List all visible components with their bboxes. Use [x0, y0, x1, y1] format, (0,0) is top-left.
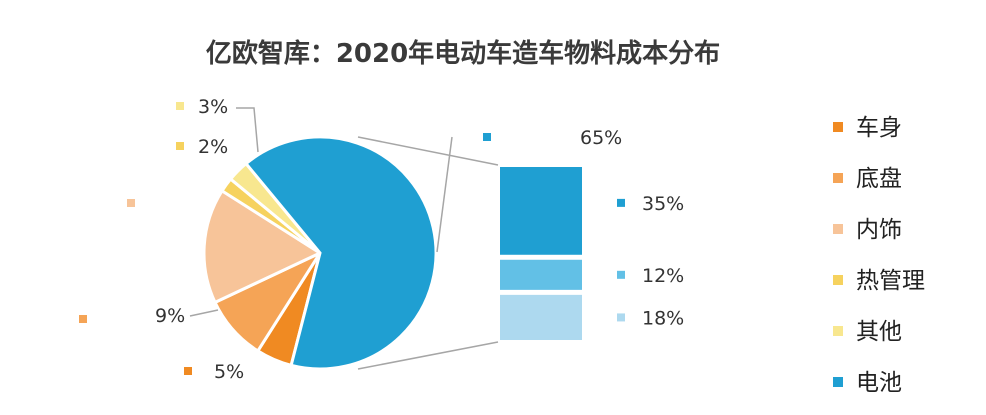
- breakdown-segment-1: [500, 167, 582, 255]
- label-marker-5: [176, 102, 184, 110]
- pie-slice-6: [243, 135, 438, 371]
- breakdown-bar: [500, 167, 582, 340]
- legend-swatch-5: [833, 326, 843, 336]
- legend-swatch-3: [833, 224, 843, 234]
- connector-top: [357, 136, 499, 166]
- label-marker-2: [79, 315, 87, 323]
- legend-swatch-1: [833, 122, 843, 132]
- connector-lines: [357, 136, 499, 370]
- leader-line-5: [236, 107, 259, 153]
- data-label-2: 9%: [155, 305, 185, 327]
- label-marker-3: [127, 199, 135, 207]
- legend-label-5: 其他: [856, 319, 902, 345]
- legend-label-2: 底盘: [856, 166, 902, 192]
- breakdown-label-1: 35%: [642, 193, 684, 215]
- label-marker-6: [483, 133, 491, 141]
- breakdown-marker-2: [617, 270, 625, 279]
- breakdown-marker-1: [617, 198, 625, 207]
- legend-label-4: 热管理: [856, 268, 925, 294]
- breakdown-label-3: 18%: [642, 307, 684, 329]
- breakdown-segment-3: [500, 294, 582, 340]
- legend-swatch-4: [833, 275, 843, 285]
- chart-title: 亿欧智库：2020年电动车造车物料成本分布: [206, 38, 720, 69]
- leader-line-6: [436, 136, 453, 253]
- breakdown-label-2: 12%: [642, 265, 684, 287]
- pie-slice-3: [202, 188, 324, 305]
- data-label-5: 3%: [198, 96, 228, 118]
- leader-line-2: [189, 309, 219, 317]
- legend-label-1: 车身: [856, 115, 902, 141]
- pie: [202, 135, 438, 371]
- data-label-6: 65%: [580, 127, 622, 149]
- label-marker-4: [176, 142, 184, 150]
- connector-bottom: [357, 341, 499, 370]
- legend-label-6: 电池: [856, 370, 902, 396]
- data-label-4: 2%: [198, 136, 228, 158]
- legend-swatch-6: [833, 377, 843, 387]
- label-marker-1: [184, 367, 192, 375]
- data-label-1: 5%: [214, 361, 244, 383]
- breakdown-segment-2: [500, 259, 582, 290]
- legend-swatch-2: [833, 173, 843, 183]
- breakdown-marker-3: [617, 313, 625, 322]
- legend-label-3: 内饰: [856, 217, 902, 243]
- data-labels: 5% 9% 2% 3% 65% 35% 12% 18%: [79, 96, 684, 383]
